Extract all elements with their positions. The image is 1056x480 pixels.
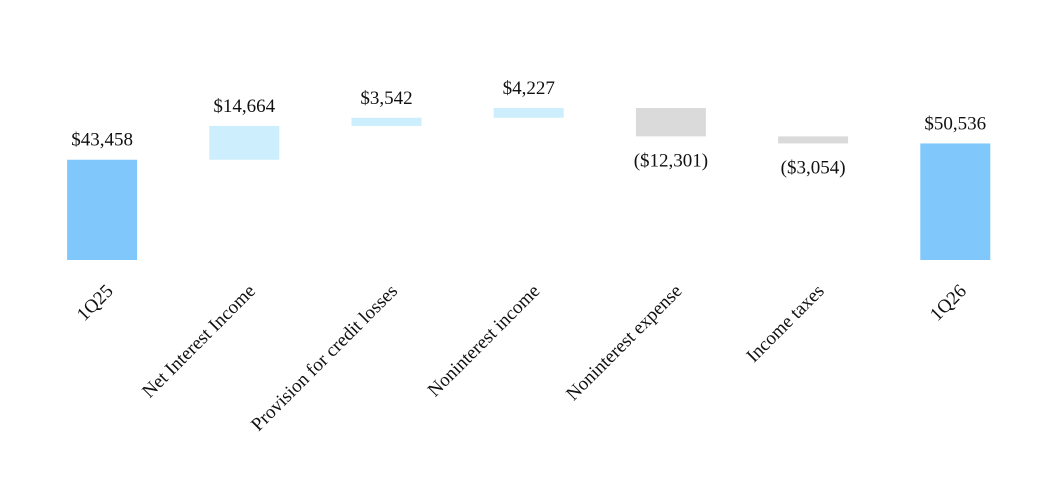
- value-label: $50,536: [924, 113, 986, 134]
- bar: [67, 159, 138, 260]
- bar: [920, 143, 991, 260]
- value-label: $3,542: [360, 88, 412, 109]
- value-label: $4,227: [503, 78, 555, 99]
- bar: [635, 108, 706, 137]
- x-tick-label: Noninterest income: [424, 281, 544, 401]
- value-label: ($3,054): [781, 157, 846, 178]
- bar: [493, 108, 564, 118]
- x-tick-label: Noninterest expense: [562, 281, 686, 405]
- bar: [778, 136, 849, 144]
- bar: [209, 125, 280, 160]
- value-label: $43,458: [71, 130, 133, 151]
- x-tick-label: Income taxes: [743, 281, 829, 367]
- value-label: $14,664: [213, 96, 275, 117]
- x-tick-label: Net Interest Income: [138, 281, 260, 403]
- x-tick-label: 1Q26: [926, 281, 971, 326]
- x-tick-label: Provision for credit losses: [247, 281, 402, 436]
- bar: [351, 117, 422, 126]
- value-label: ($12,301): [634, 150, 708, 171]
- x-tick-label: 1Q25: [73, 281, 118, 326]
